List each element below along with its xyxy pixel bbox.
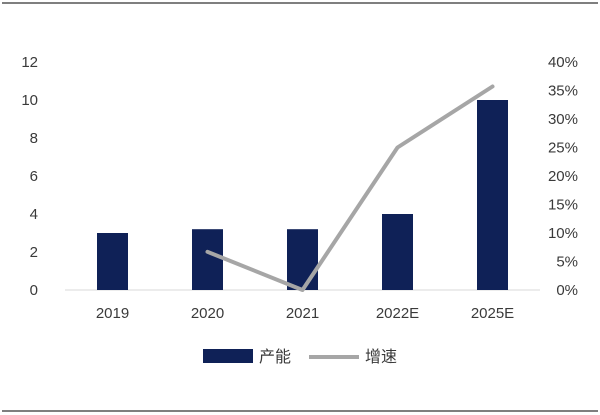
legend-label-bar: 产能 bbox=[259, 347, 291, 366]
x-tick-label: 2019 bbox=[96, 305, 129, 322]
right-tick-label: 30% bbox=[548, 111, 578, 128]
legend-label-line: 增速 bbox=[365, 347, 397, 366]
x-tick-label: 2020 bbox=[191, 305, 224, 322]
bar bbox=[477, 100, 508, 290]
left-tick-label: 8 bbox=[30, 130, 38, 147]
bar-series bbox=[97, 100, 508, 290]
x-tick-label: 2025E bbox=[471, 305, 514, 322]
legend: 产能 增速 bbox=[203, 347, 397, 366]
right-tick-label: 0% bbox=[556, 282, 578, 299]
bar bbox=[287, 229, 318, 290]
x-tick-label: 2021 bbox=[286, 305, 319, 322]
right-tick-label: 15% bbox=[548, 197, 578, 214]
left-tick-label: 10 bbox=[21, 92, 38, 109]
right-tick-label: 5% bbox=[556, 254, 578, 271]
bar bbox=[192, 229, 223, 290]
right-tick-label: 10% bbox=[548, 225, 578, 242]
right-tick-label: 35% bbox=[548, 83, 578, 100]
left-tick-label: 6 bbox=[30, 168, 38, 185]
right-tick-label: 25% bbox=[548, 140, 578, 157]
bar bbox=[382, 214, 413, 290]
right-tick-label: 20% bbox=[548, 168, 578, 185]
left-tick-label: 0 bbox=[30, 282, 38, 299]
bar bbox=[97, 233, 128, 290]
growth-line bbox=[205, 84, 495, 292]
left-tick-label: 2 bbox=[30, 244, 38, 261]
left-tick-label: 4 bbox=[30, 206, 38, 223]
x-axis: 2019 2020 2021 2022E 2025E bbox=[96, 305, 514, 322]
right-tick-label: 40% bbox=[548, 54, 578, 71]
left-tick-label: 12 bbox=[21, 54, 38, 71]
legend-swatch-bar bbox=[203, 349, 253, 363]
left-axis: 0 2 4 6 8 10 12 bbox=[21, 54, 38, 299]
right-axis: 0% 5% 10% 15% 20% 25% 30% 35% 40% bbox=[548, 54, 578, 299]
x-tick-label: 2022E bbox=[376, 305, 419, 322]
